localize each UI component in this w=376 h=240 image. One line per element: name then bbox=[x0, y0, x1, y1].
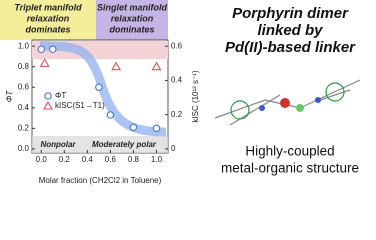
side-caption: Highly-coupled bbox=[245, 144, 334, 159]
point bbox=[39, 58, 50, 67]
side-title: Porphyrin dimer bbox=[232, 5, 349, 22]
molecule bbox=[214, 79, 361, 126]
point bbox=[111, 61, 122, 71]
region-label: Singlet manifold bbox=[97, 2, 168, 12]
legend-label: ΦT bbox=[55, 91, 66, 100]
point bbox=[48, 45, 57, 54]
polarity-band bbox=[32, 136, 168, 153]
x-tick-label: 1.0 bbox=[151, 155, 163, 164]
region-label: relaxation bbox=[111, 13, 154, 23]
legend-marker bbox=[43, 100, 53, 110]
x-tick-label: 0.6 bbox=[105, 155, 117, 164]
polarity-label: Nonpolar bbox=[40, 140, 76, 149]
y2-tick-label: 0.2 bbox=[171, 110, 183, 119]
polarity-label: Moderately polar bbox=[92, 140, 157, 149]
legend-label: kISC(S1→T1) bbox=[55, 101, 105, 110]
side-title: linked by bbox=[257, 22, 323, 39]
point bbox=[129, 123, 138, 132]
y2-axis-label: kISC (10¹² s⁻¹) bbox=[191, 70, 200, 123]
y2-tick-label: 0.4 bbox=[171, 76, 183, 85]
side-caption: metal-organic structure bbox=[221, 161, 359, 176]
point bbox=[152, 124, 161, 133]
y-tick-label: 1.0 bbox=[18, 41, 30, 50]
graphical-abstract: 0.0 0.2 0.4 0.6 0.8 1.0 0.0 0.2 0.4 0.6 0.8 1.0 0 0.2… bbox=[0, 0, 361, 185]
point bbox=[151, 61, 162, 71]
y-tick-label: 0.6 bbox=[18, 82, 30, 91]
legend-marker bbox=[44, 92, 52, 100]
y-tick-label: 0.0 bbox=[18, 144, 30, 153]
region-label: dominates bbox=[25, 24, 70, 34]
x-axis-label: Molar fraction (CH2Cl2 in Toluene) bbox=[39, 176, 162, 185]
point bbox=[106, 111, 115, 119]
y-tick-label: 0.4 bbox=[18, 103, 30, 112]
y-tick-label: 0.2 bbox=[18, 123, 30, 132]
triplet-band bbox=[0, 0, 96, 40]
y-axis-label: ΦT bbox=[5, 90, 14, 103]
region-label: Triplet manifold bbox=[14, 2, 82, 12]
singlet-band bbox=[96, 0, 168, 40]
side-title: Pd(II)-based linker bbox=[225, 39, 356, 56]
x-tick-label: 0.2 bbox=[59, 155, 71, 164]
y2-tick-label: 0 bbox=[171, 144, 176, 153]
point bbox=[95, 83, 103, 92]
x-tick-label: 0.8 bbox=[128, 155, 140, 164]
region-label: relaxation bbox=[27, 13, 70, 23]
point bbox=[37, 45, 46, 54]
y2-tick-label: 0.6 bbox=[171, 41, 183, 50]
x-tick-label: 0.0 bbox=[36, 155, 48, 164]
x-tick-label: 0.4 bbox=[82, 155, 94, 164]
y-tick-label: 0.8 bbox=[18, 62, 30, 71]
region-label: dominates bbox=[109, 24, 154, 34]
